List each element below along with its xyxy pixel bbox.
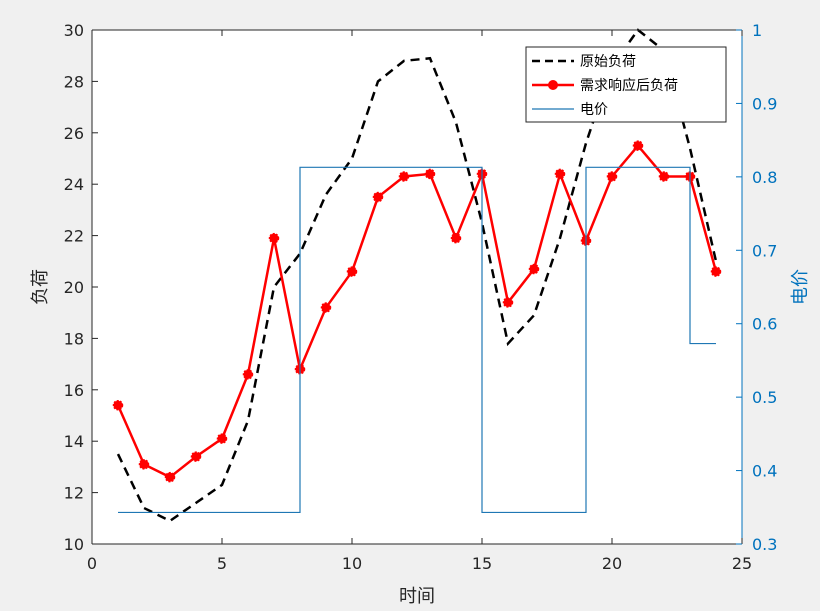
series-dr-load-point — [632, 140, 644, 151]
y-right-tick-label: 1 — [752, 21, 762, 40]
y-left-tick-label: 16 — [64, 381, 84, 400]
y-left-tick-label: 24 — [64, 175, 84, 194]
axes-layer: 0 5 10 15 20 25 10 12 14 16 18 20 22 24 26 28 30 0.3 0.4 0.… — [64, 21, 778, 573]
series-dr-load-point — [398, 171, 410, 182]
y-left-tick-label: 28 — [64, 72, 84, 91]
series-dr-load-point — [528, 263, 540, 275]
series-dr-load-point — [346, 266, 358, 277]
y-left-tick-label: 10 — [64, 535, 84, 554]
series-dr-load-point — [112, 399, 124, 411]
legend-swatch-dr-marker — [548, 80, 558, 90]
y-right-tick-label: 0.9 — [752, 94, 777, 113]
y-left-tick-label: 30 — [64, 21, 84, 40]
series-dr-load-point — [606, 171, 618, 182]
y-right-tick-label: 0.4 — [752, 462, 777, 481]
series-dr-load-point — [216, 433, 228, 444]
x-tick-label: 5 — [217, 554, 227, 573]
y-left-tick-label: 12 — [64, 484, 84, 503]
y-left-tick-label: 26 — [64, 124, 84, 143]
y-left-tick-label: 14 — [64, 432, 84, 451]
series-dr-load-point — [372, 191, 384, 203]
series-dr-load-point — [424, 168, 436, 180]
y-right-tick-label: 0.8 — [752, 168, 777, 187]
series-dr-load-point — [268, 232, 280, 244]
y-axis-right-label: 电价 — [790, 269, 811, 305]
series-dr-load-line — [116, 143, 718, 479]
series-dr-load-point — [502, 297, 514, 308]
y-right-tick-label: 0.7 — [752, 241, 777, 260]
series-price-line — [118, 166, 716, 514]
series-dr-load-point — [164, 471, 176, 483]
y-left-tick-label: 18 — [64, 329, 84, 348]
y-right-tick-label: 0.5 — [752, 388, 777, 407]
series-dr-load-point — [138, 459, 150, 470]
y-right-tick-label: 0.6 — [752, 315, 777, 334]
legend-entry-label: 原始负荷 — [580, 54, 636, 70]
x-tick-label: 25 — [732, 554, 752, 573]
legend-entry-label: 需求响应后负荷 — [580, 77, 678, 94]
x-tick-label: 10 — [342, 554, 362, 573]
series-dr-load-point — [190, 451, 202, 462]
y-right-tick-label: 0.3 — [752, 535, 777, 554]
series-dr-load-point — [242, 369, 254, 380]
y-left-tick-label: 20 — [64, 278, 84, 297]
x-tick-label: 0 — [87, 554, 97, 573]
series-dr-load-point — [658, 171, 670, 182]
x-tick-label: 15 — [472, 554, 492, 573]
legend-entry-label: 电价 — [580, 102, 608, 118]
series-dr-load-point — [554, 168, 566, 180]
series-dr-load-point — [450, 232, 462, 244]
y-axis-left-label: 负荷 — [30, 269, 51, 305]
series-dr-load-point — [320, 302, 332, 313]
series-dr-load-point — [710, 266, 722, 277]
x-axis-label: 时间 — [399, 586, 435, 607]
y-left-tick-label: 22 — [64, 227, 84, 246]
x-tick-label: 20 — [602, 554, 622, 573]
